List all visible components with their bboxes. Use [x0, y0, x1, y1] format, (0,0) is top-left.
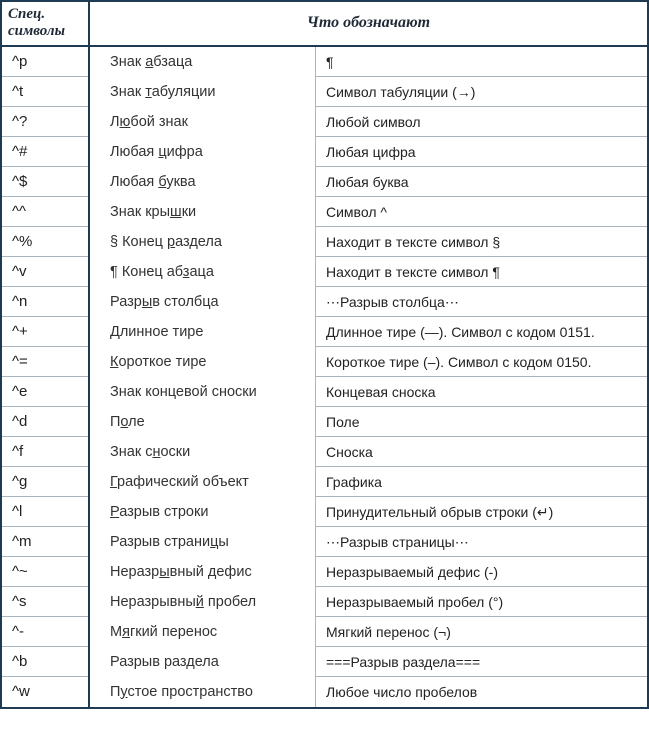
- menu-name-cell: Знак концевой сноски: [90, 377, 315, 407]
- description-cell: Концевая сноска: [315, 377, 647, 407]
- symbol-cell: ^#: [2, 137, 88, 167]
- table-body: ^p^t^?^#^$^^^%^v^n^+^=^e^d^f^g^l^m^~^s^-…: [2, 47, 647, 707]
- menu-name-cell: Разрыв страницы: [90, 527, 315, 557]
- description-cell: Графика: [315, 467, 647, 497]
- column-symbols: ^p^t^?^#^$^^^%^v^n^+^=^e^d^f^g^l^m^~^s^-…: [2, 47, 90, 707]
- symbol-cell: ^n: [2, 287, 88, 317]
- description-cell: Символ ^: [315, 197, 647, 227]
- symbol-cell: ^-: [2, 617, 88, 647]
- symbol-cell: ^~: [2, 557, 88, 587]
- menu-name-cell: Разрыв раздела: [90, 647, 315, 677]
- menu-name-cell: Любой знак: [90, 107, 315, 137]
- menu-name-cell: Пустое пространство: [90, 677, 315, 707]
- description-cell: Любая цифра: [315, 137, 647, 167]
- symbol-cell: ^m: [2, 527, 88, 557]
- symbol-cell: ^t: [2, 77, 88, 107]
- description-cell: Длинное тире (—). Символ с кодом 0151.: [315, 317, 647, 347]
- symbol-cell: ^^: [2, 197, 88, 227]
- symbol-cell: ^f: [2, 437, 88, 467]
- symbol-cell: ^w: [2, 677, 88, 707]
- menu-name-cell: Любая буква: [90, 167, 315, 197]
- description-cell: Сноска: [315, 437, 647, 467]
- description-cell: Поле: [315, 407, 647, 437]
- special-symbols-table: Спец. символы Что обозначают ^p^t^?^#^$^…: [0, 0, 649, 709]
- description-cell: ⋯Разрыв страницы⋯: [315, 527, 647, 557]
- menu-name-cell: Длинное тире: [90, 317, 315, 347]
- menu-name-cell: ¶ Конец абзаца: [90, 257, 315, 287]
- menu-name-cell: Графический объект: [90, 467, 315, 497]
- symbol-cell: ^%: [2, 227, 88, 257]
- description-cell: Любой символ: [315, 107, 647, 137]
- symbol-cell: ^d: [2, 407, 88, 437]
- menu-name-cell: Неразрывный пробел: [90, 587, 315, 617]
- symbol-cell: ^e: [2, 377, 88, 407]
- description-cell: Находит в тексте символ ¶: [315, 257, 647, 287]
- menu-name-cell: Разрыв столбца: [90, 287, 315, 317]
- description-cell: Любая буква: [315, 167, 647, 197]
- description-cell: Короткое тире (–). Символ с кодом 0150.: [315, 347, 647, 377]
- menu-name-cell: Мягкий перенос: [90, 617, 315, 647]
- column-menu-name: Знак абзацаЗнак табуляцииЛюбой знакЛюбая…: [90, 47, 315, 707]
- description-cell: ¶: [315, 47, 647, 77]
- symbol-cell: ^+: [2, 317, 88, 347]
- symbol-cell: ^p: [2, 47, 88, 77]
- symbol-cell: ^?: [2, 107, 88, 137]
- description-cell: Неразрываемый дефис (-): [315, 557, 647, 587]
- header-meaning: Что обозначают: [90, 2, 647, 45]
- symbol-cell: ^s: [2, 587, 88, 617]
- description-cell: Неразрываемый пробел (°): [315, 587, 647, 617]
- symbol-cell: ^b: [2, 647, 88, 677]
- symbol-cell: ^g: [2, 467, 88, 497]
- menu-name-cell: § Конец раздела: [90, 227, 315, 257]
- description-cell: Мягкий перенос (¬): [315, 617, 647, 647]
- description-cell: Находит в тексте символ §: [315, 227, 647, 257]
- table-header: Спец. символы Что обозначают: [2, 2, 647, 47]
- menu-name-cell: Знак крышки: [90, 197, 315, 227]
- description-cell: ⋯Разрыв столбца⋯: [315, 287, 647, 317]
- menu-name-cell: Знак табуляции: [90, 77, 315, 107]
- description-cell: Принудительный обрыв строки (↵): [315, 497, 647, 527]
- header-symbols: Спец. символы: [2, 2, 90, 45]
- menu-name-cell: Короткое тире: [90, 347, 315, 377]
- description-cell: Символ табуляции (→): [315, 77, 647, 107]
- symbol-cell: ^$: [2, 167, 88, 197]
- menu-name-cell: Знак сноски: [90, 437, 315, 467]
- menu-name-cell: Поле: [90, 407, 315, 437]
- symbol-cell: ^=: [2, 347, 88, 377]
- description-cell: Любое число пробелов: [315, 677, 647, 707]
- column-description: ¶Символ табуляции (→)Любой символЛюбая ц…: [315, 47, 647, 707]
- symbol-cell: ^l: [2, 497, 88, 527]
- menu-name-cell: Неразрывный дефис: [90, 557, 315, 587]
- menu-name-cell: Знак абзаца: [90, 47, 315, 77]
- menu-name-cell: Любая цифра: [90, 137, 315, 167]
- menu-name-cell: Разрыв строки: [90, 497, 315, 527]
- symbol-cell: ^v: [2, 257, 88, 287]
- description-cell: ===Разрыв раздела===: [315, 647, 647, 677]
